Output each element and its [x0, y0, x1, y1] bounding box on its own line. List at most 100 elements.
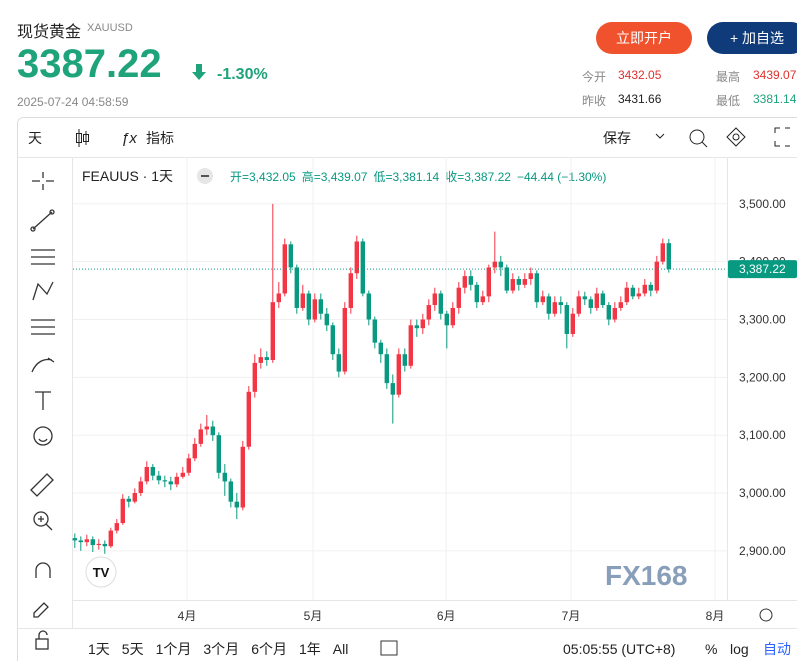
candle-body [156, 475, 161, 481]
candle-body [504, 267, 509, 291]
stat-label: 最高 [716, 70, 741, 84]
y-tick-label: 3,000.00 [739, 486, 786, 500]
candle-body [618, 302, 623, 308]
candle-body [606, 305, 611, 320]
save-button[interactable]: 保存 [603, 130, 631, 146]
fx-icon[interactable]: ƒx [121, 130, 137, 147]
candle-body [408, 325, 413, 366]
x-tick-label: 6月 [437, 609, 456, 623]
candle-body [360, 241, 365, 294]
candle-body [660, 243, 665, 262]
range-button[interactable]: 5天 [122, 641, 144, 657]
stat-label: 最低 [716, 94, 741, 108]
candle-body [102, 543, 107, 547]
candle-body [612, 307, 617, 320]
candle-body [492, 261, 497, 268]
candle-body [90, 539, 95, 546]
clock: 05:05:55 (UTC+8) [563, 641, 675, 657]
change: -1.30% [217, 66, 268, 83]
y-tick-label: 3,300.00 [739, 313, 786, 327]
candle-body [456, 287, 461, 308]
candle-body [540, 296, 545, 303]
price: 3387.22 [17, 42, 162, 86]
candle-body [384, 354, 389, 384]
candle-body [276, 293, 281, 303]
candle-body [348, 273, 353, 308]
candle-body [246, 391, 251, 447]
candle-body [222, 472, 227, 482]
candle-body [192, 443, 197, 459]
price-label: 3,387.22 [739, 262, 786, 276]
save-dropdown[interactable] [655, 133, 665, 139]
candle-body [462, 276, 467, 288]
candle-body [150, 466, 155, 476]
add-watch-button[interactable]: + 加自选 [707, 22, 797, 54]
range-button[interactable]: All [333, 641, 349, 657]
candle-body [84, 539, 89, 543]
symbol-label: FEAUUS · 1天 [82, 168, 173, 184]
candle-body [486, 267, 491, 297]
toolbar-icons[interactable] [689, 127, 790, 148]
symbol: XAUUSD [87, 22, 133, 34]
stat-value: 3439.07 [753, 68, 797, 82]
candle-body [354, 241, 359, 274]
open-account-button[interactable]: 立即开户 [596, 22, 692, 54]
range-button[interactable]: 6个月 [251, 641, 287, 657]
range-button[interactable]: 3个月 [203, 641, 239, 657]
candle-body [342, 307, 347, 372]
timestamp: 2025-07-24 04:58:59 [17, 95, 129, 109]
x-tick-label: 8月 [706, 609, 725, 623]
candle-body [372, 319, 377, 343]
drawing-tools[interactable] [30, 172, 55, 650]
y-tick-label: 2,900.00 [739, 544, 786, 558]
candle-body [174, 476, 179, 485]
candle-body [468, 276, 473, 285]
candle-body [72, 538, 77, 541]
candle-body [300, 293, 305, 308]
candle-body [168, 481, 173, 485]
candle-body [198, 429, 203, 444]
candle-body [582, 296, 587, 300]
candle-body [654, 261, 659, 291]
stat-label: 今开 [582, 70, 607, 84]
interval-button[interactable]: 天 [28, 130, 42, 146]
candle-body [294, 267, 299, 308]
candle-body [528, 273, 533, 280]
ohlc-legend: 高=3,439.07 [302, 169, 368, 184]
indicators-button[interactable]: 指标 [146, 130, 174, 146]
candle-body [576, 296, 581, 314]
panel-border [17, 117, 797, 661]
auto-toggle[interactable]: 自动 [763, 641, 791, 657]
axis-settings[interactable] [759, 608, 773, 622]
candle-body [234, 501, 239, 508]
candle-body [570, 313, 575, 334]
ohlc-legend: 低=3,381.14 [373, 170, 439, 184]
candle-body [186, 458, 191, 473]
candle-body [336, 354, 341, 372]
candle-body [390, 383, 395, 395]
candle-icon[interactable] [76, 129, 89, 147]
y-tick-label: 3,500.00 [739, 197, 786, 211]
range-button[interactable]: 1天 [88, 641, 110, 657]
log-toggle[interactable]: log [730, 641, 749, 657]
candle-body [630, 287, 635, 297]
percent-toggle[interactable]: % [705, 641, 717, 657]
candle-body [510, 279, 515, 291]
date-range-icon[interactable] [380, 640, 398, 656]
candle-body [522, 279, 527, 285]
range-button[interactable]: 1个月 [156, 641, 192, 657]
candle-body [228, 481, 233, 502]
candle-body [258, 357, 263, 363]
candle-body [162, 480, 167, 482]
candle-body [138, 481, 143, 494]
range-button[interactable]: 1年 [299, 641, 321, 657]
ohlc-legend: 开=3,432.05 [230, 170, 296, 184]
candle-body [624, 287, 629, 303]
candle-body [180, 472, 185, 477]
candle-body [516, 279, 521, 285]
x-tick-label: 5月 [304, 609, 323, 623]
candle-body [600, 293, 605, 306]
down-arrow [192, 64, 206, 80]
